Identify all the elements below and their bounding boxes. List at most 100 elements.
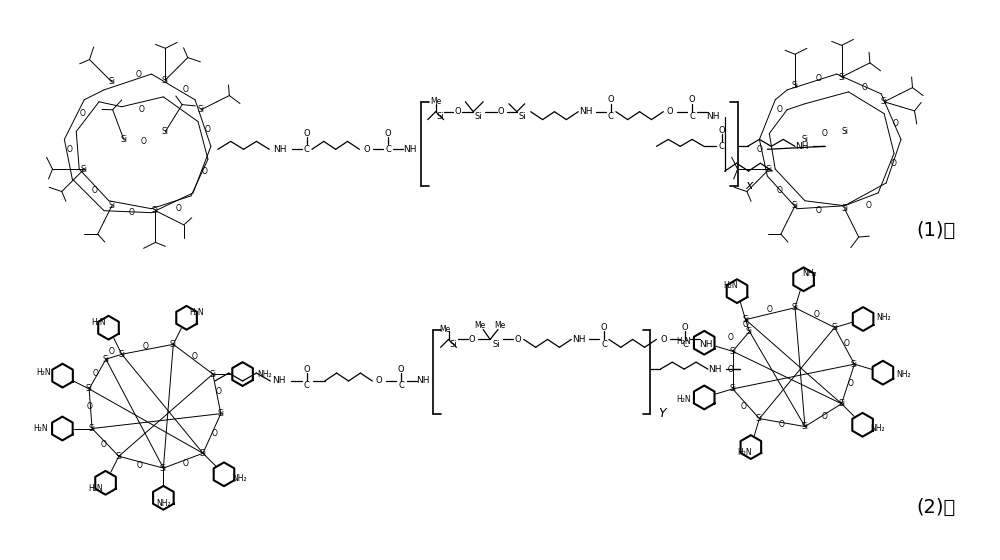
Text: Si: Si — [199, 449, 206, 458]
Text: NH₂: NH₂ — [803, 269, 817, 278]
Text: H₂N: H₂N — [33, 424, 48, 433]
Text: O: O — [376, 376, 383, 385]
Text: O: O — [136, 69, 142, 78]
Text: C: C — [601, 340, 607, 349]
Text: Si: Si — [118, 350, 125, 359]
Text: O: O — [689, 95, 695, 104]
Text: O: O — [741, 402, 746, 411]
Text: H₂N: H₂N — [189, 308, 204, 317]
Text: O: O — [192, 352, 198, 361]
Text: C: C — [689, 112, 695, 121]
Text: O: O — [212, 429, 218, 438]
Text: O: O — [822, 129, 828, 138]
Text: (2)；: (2)； — [916, 498, 955, 517]
Text: O: O — [93, 368, 99, 377]
Text: O: O — [743, 320, 748, 329]
Text: O: O — [216, 388, 222, 396]
Text: Si: Si — [742, 315, 749, 324]
Text: Si: Si — [81, 165, 88, 174]
Text: O: O — [515, 335, 521, 344]
Text: H₂N: H₂N — [676, 337, 691, 346]
Text: Si: Si — [474, 112, 482, 121]
Text: O: O — [469, 335, 476, 344]
Text: C: C — [385, 145, 391, 154]
Text: NH₂: NH₂ — [877, 313, 891, 322]
Text: x: x — [746, 179, 753, 193]
Text: NH: NH — [403, 145, 417, 154]
Text: Si: Si — [519, 112, 527, 121]
Text: Si: Si — [851, 360, 858, 368]
Text: H₂N: H₂N — [36, 368, 50, 377]
Text: Si: Si — [197, 105, 204, 114]
Text: O: O — [109, 347, 115, 356]
Text: Si: Si — [492, 340, 500, 349]
Text: Y: Y — [659, 407, 666, 420]
Text: Si: Si — [120, 135, 127, 144]
Text: Si: Si — [152, 206, 159, 215]
Text: NH: NH — [572, 335, 586, 344]
Text: O: O — [205, 125, 211, 134]
Text: NH: NH — [708, 365, 722, 374]
Text: Si: Si — [881, 97, 888, 106]
Text: Si: Si — [209, 370, 216, 379]
Text: O: O — [893, 119, 899, 128]
Text: O: O — [101, 440, 107, 449]
Text: Si: Si — [792, 81, 799, 91]
Text: C: C — [304, 381, 310, 390]
Text: H₂N: H₂N — [676, 395, 691, 404]
Text: Si: Si — [89, 424, 96, 433]
Text: Si: Si — [756, 414, 763, 423]
Text: O: O — [766, 305, 772, 314]
Text: O: O — [143, 342, 148, 351]
Text: O: O — [660, 335, 667, 344]
Text: O: O — [844, 339, 849, 348]
Text: Me: Me — [475, 321, 486, 330]
Text: O: O — [756, 145, 762, 154]
Text: O: O — [182, 459, 188, 468]
Text: Si: Si — [841, 127, 848, 136]
Text: O: O — [667, 107, 674, 116]
Text: Si: Si — [729, 347, 736, 356]
Text: O: O — [66, 145, 72, 154]
Text: Si: Si — [838, 73, 845, 82]
Text: O: O — [175, 204, 181, 213]
Text: O: O — [728, 365, 734, 374]
Text: Si: Si — [746, 327, 753, 336]
Text: O: O — [865, 201, 871, 210]
Text: O: O — [776, 105, 782, 114]
Text: Si: Si — [86, 384, 93, 394]
Text: O: O — [778, 420, 784, 429]
Text: Si: Si — [841, 204, 848, 213]
Text: O: O — [91, 186, 97, 195]
Text: H₂N: H₂N — [88, 484, 103, 493]
Text: O: O — [139, 105, 145, 114]
Text: NH: NH — [273, 145, 287, 154]
Text: C: C — [719, 142, 725, 151]
Text: Me: Me — [430, 97, 441, 106]
Text: Si: Si — [108, 77, 115, 86]
Text: O: O — [891, 158, 897, 167]
Text: Si: Si — [108, 201, 115, 210]
Text: NH: NH — [699, 340, 713, 349]
Text: NH: NH — [416, 376, 430, 385]
Text: NH: NH — [579, 107, 593, 116]
Text: Si: Si — [766, 165, 773, 174]
Text: Si: Si — [838, 399, 845, 408]
Text: O: O — [776, 186, 782, 195]
Text: O: O — [141, 137, 147, 146]
Text: NH₂: NH₂ — [156, 500, 171, 508]
Text: O: O — [608, 95, 614, 104]
Text: C: C — [398, 381, 404, 390]
Text: O: O — [814, 310, 820, 319]
Text: Si: Si — [801, 422, 808, 431]
Text: O: O — [682, 323, 688, 332]
Text: Si: Si — [162, 76, 169, 85]
Text: O: O — [202, 166, 208, 176]
Text: C: C — [682, 340, 688, 349]
Text: Si: Si — [170, 340, 177, 349]
Text: Me: Me — [494, 321, 506, 330]
Text: Si: Si — [792, 303, 799, 312]
Text: NH: NH — [706, 112, 720, 121]
Text: H₂N: H₂N — [723, 281, 738, 290]
Text: O: O — [398, 365, 404, 374]
